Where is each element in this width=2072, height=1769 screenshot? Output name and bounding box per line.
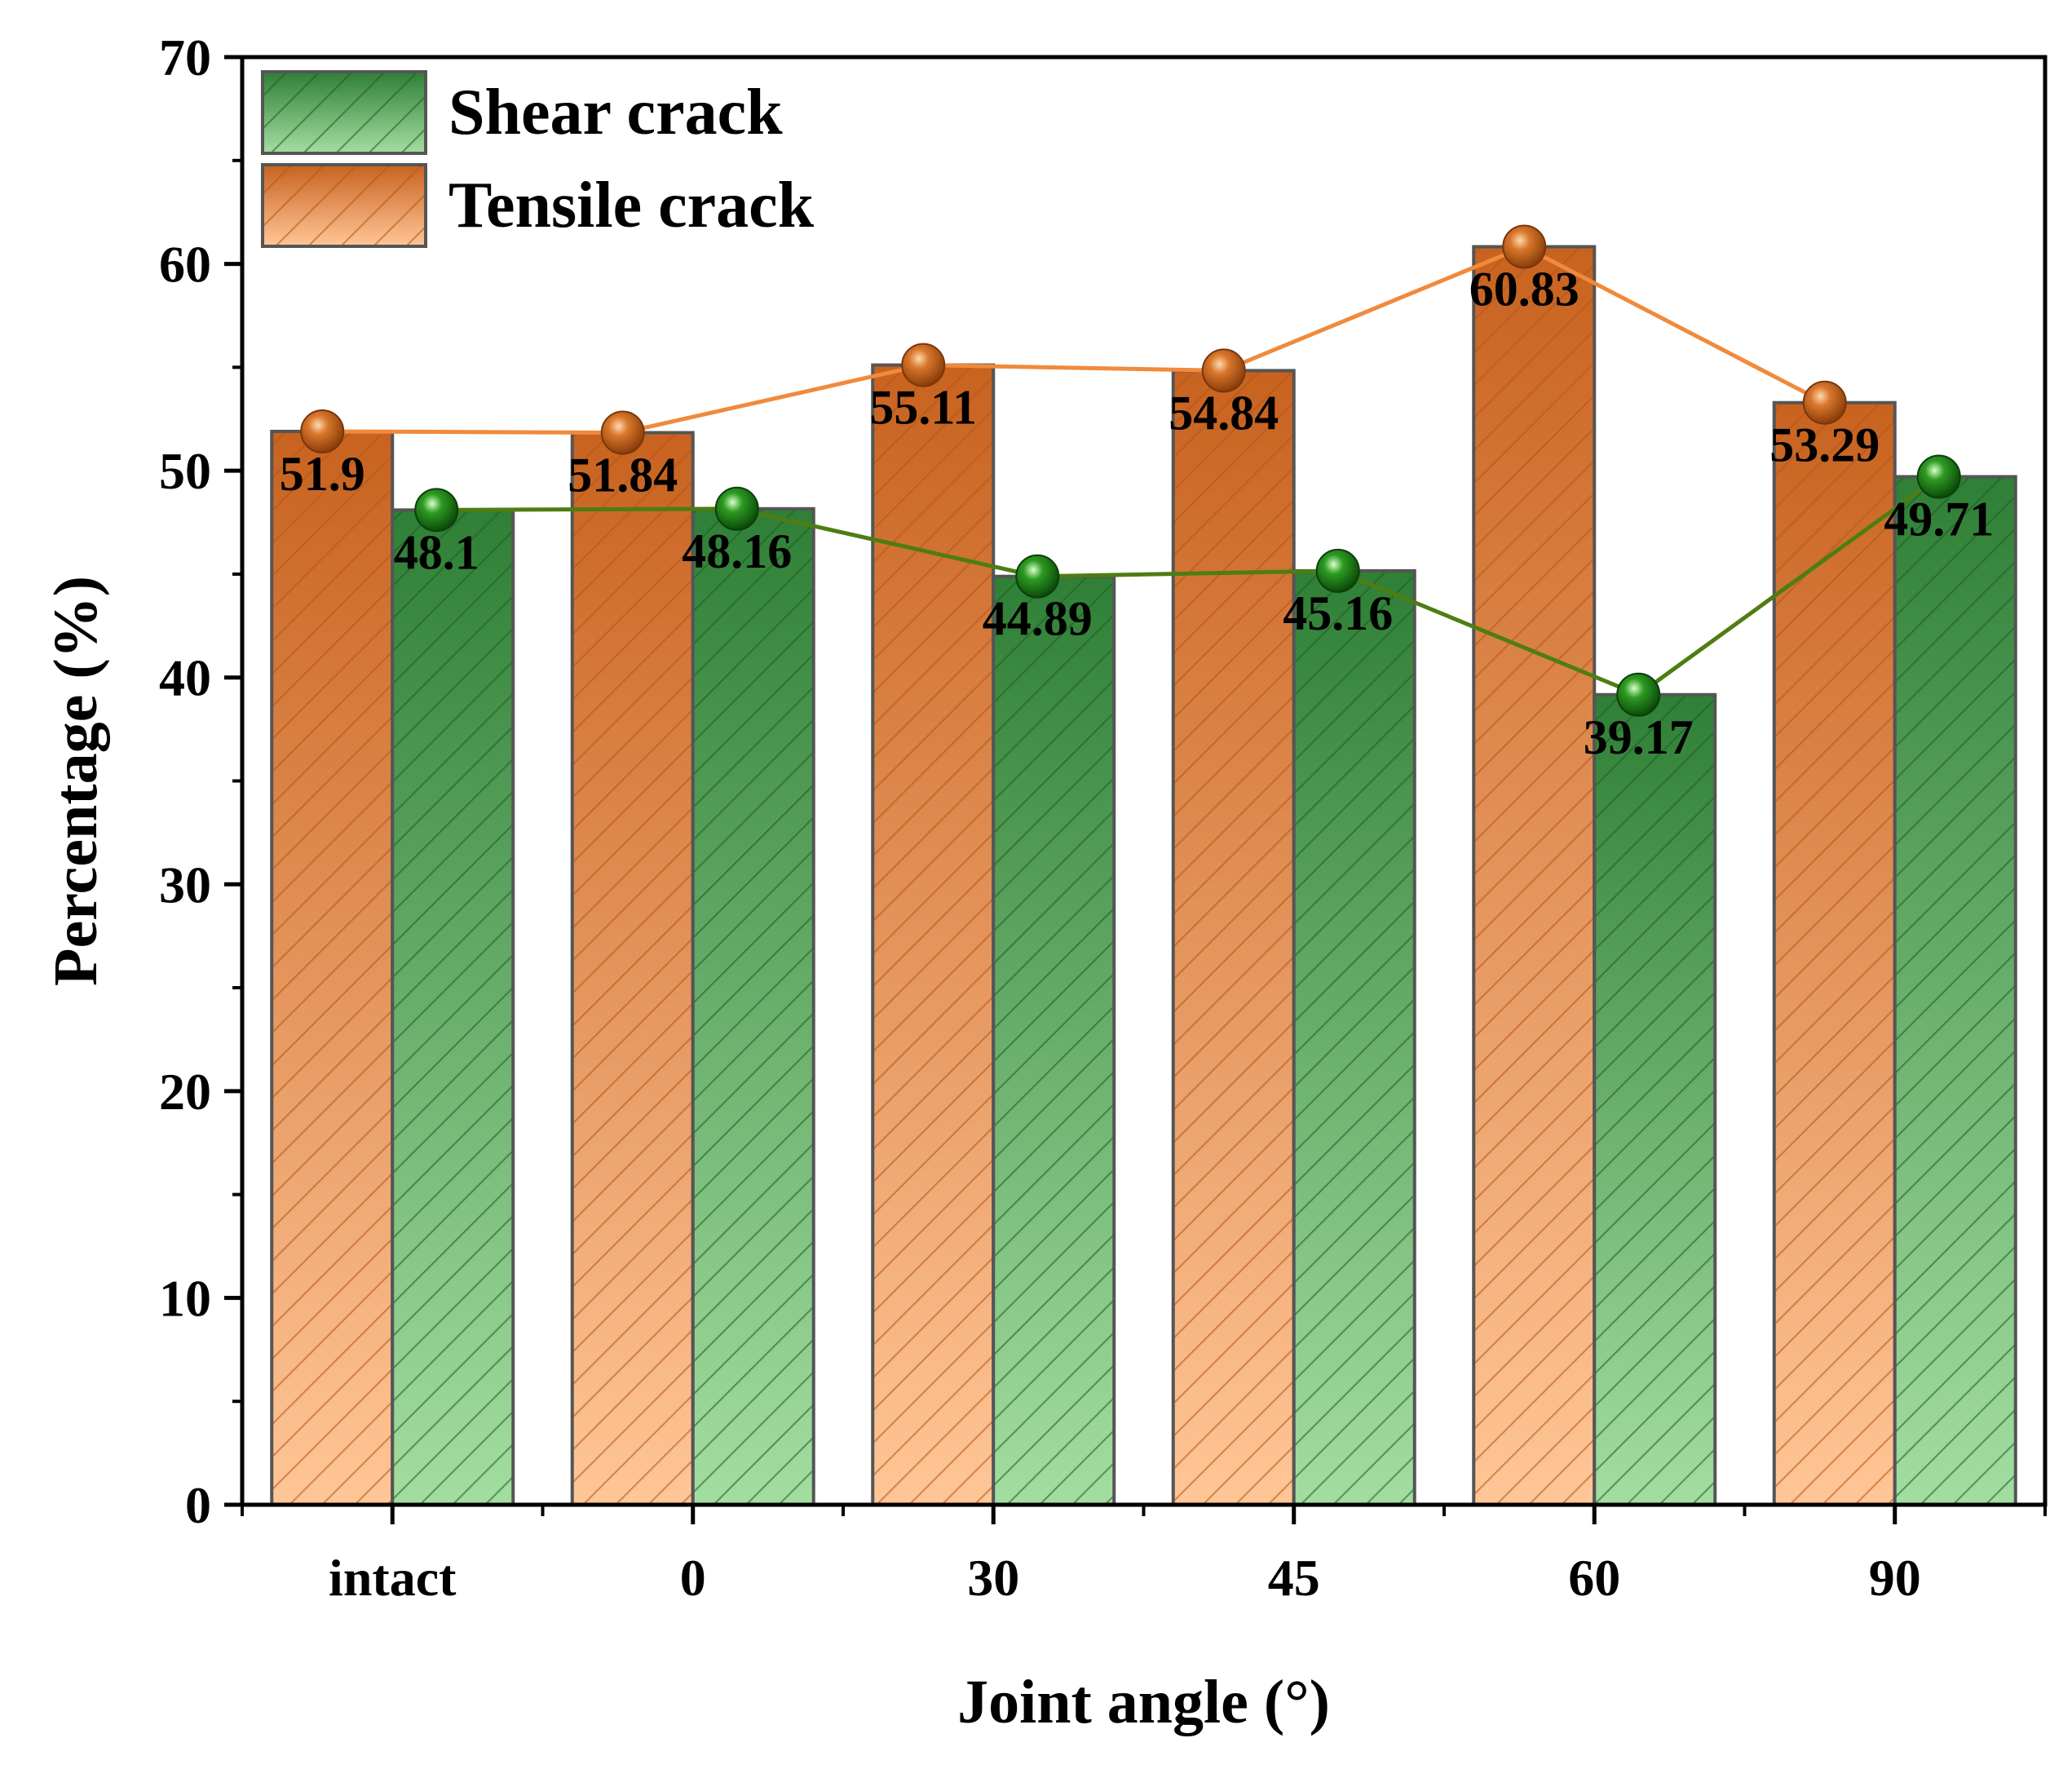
legend-shear: Shear crack xyxy=(261,70,783,155)
x-tick-label: 90 xyxy=(1869,1549,1921,1607)
legend-tensile-swatch-hatch xyxy=(261,163,427,248)
tensile-marker-0 xyxy=(600,410,645,455)
tensile-marker-90 xyxy=(1802,380,1847,425)
legend-shear-label: Shear crack xyxy=(448,77,783,148)
shear-marker-45 xyxy=(1315,548,1360,593)
y-tick-label: 30 xyxy=(159,856,211,913)
y-tick-label: 10 xyxy=(159,1269,211,1327)
tensile-value-label: 54.84 xyxy=(1169,386,1279,440)
y-tick-label: 60 xyxy=(159,236,211,294)
y-tick-label: 20 xyxy=(159,1063,211,1121)
lines-layer xyxy=(300,224,1961,717)
legend-tensile: Tensile crack xyxy=(261,163,815,248)
tensile-value-label: 51.84 xyxy=(568,448,678,502)
shear-value-label: 39.17 xyxy=(1584,710,1694,764)
shear-marker-60 xyxy=(1616,672,1661,717)
x-tick-label: intact xyxy=(329,1549,457,1607)
axes-layer: 0 10 20 30 40 50 60 70 intact 0 30 45 60 90 Joint angl… xyxy=(42,29,2048,1736)
x-axis-title: Joint angle (°) xyxy=(957,1668,1330,1736)
tensile-bar-hatch-intact xyxy=(270,429,395,1507)
tensile-value-label: 55.11 xyxy=(869,381,977,435)
tensile-value-label: 51.9 xyxy=(280,447,365,501)
tensile-value-label: 53.29 xyxy=(1769,418,1880,472)
shear-bar-hatch-45 xyxy=(1292,568,1416,1506)
tensile-bar-hatch-60 xyxy=(1472,245,1597,1506)
shear-marker-90 xyxy=(1916,454,1961,499)
legend-tensile-label: Tensile crack xyxy=(448,170,815,241)
shear-bar-hatch-90 xyxy=(1893,475,2017,1506)
shear-marker-intact xyxy=(414,488,459,533)
shear-crack-line xyxy=(436,475,1941,697)
shear-bar-hatch-0 xyxy=(691,506,815,1506)
shear-marker-0 xyxy=(714,486,759,531)
tensile-marker-45 xyxy=(1201,348,1246,393)
tensile-marker-30 xyxy=(901,343,946,387)
shear-bar-hatch-60 xyxy=(1593,692,1717,1506)
x-tick-label: 0 xyxy=(680,1549,706,1607)
tensile-bar-hatch-90 xyxy=(1772,400,1897,1506)
legend: Shear crack Tensile crack xyxy=(261,70,815,248)
tensile-value-label: 60.83 xyxy=(1469,263,1579,316)
legend-shear-swatch-hatch xyxy=(261,70,427,155)
tensile-marker-60 xyxy=(1502,224,1547,269)
tensile-marker-intact xyxy=(300,409,345,453)
shear-marker-30 xyxy=(1015,554,1060,599)
shear-value-label: 48.16 xyxy=(682,524,792,578)
y-tick-label: 0 xyxy=(185,1476,211,1534)
tensile-bar-hatch-30 xyxy=(871,363,996,1506)
y-tick-label: 70 xyxy=(159,29,211,86)
tensile-crack-line xyxy=(322,244,1826,435)
bars-layer xyxy=(270,245,2017,1507)
y-axis-title: Percentage (%) xyxy=(42,576,110,986)
shear-value-label: 45.16 xyxy=(1283,586,1393,640)
tensile-bar-hatch-0 xyxy=(570,431,695,1506)
shear-value-label: 44.89 xyxy=(983,592,1093,646)
shear-bar-hatch-intact xyxy=(391,508,515,1506)
x-tick-label: 60 xyxy=(1568,1549,1620,1607)
shear-value-label: 49.71 xyxy=(1884,492,1994,546)
shear-bar-hatch-30 xyxy=(992,574,1116,1506)
tensile-bar-hatch-45 xyxy=(1171,369,1296,1506)
shear-value-label: 48.1 xyxy=(394,525,479,579)
y-tick-label: 50 xyxy=(159,442,211,500)
x-tick-label: 45 xyxy=(1268,1549,1320,1607)
x-tick-label: 30 xyxy=(967,1549,1019,1607)
y-tick-label: 40 xyxy=(159,649,211,707)
